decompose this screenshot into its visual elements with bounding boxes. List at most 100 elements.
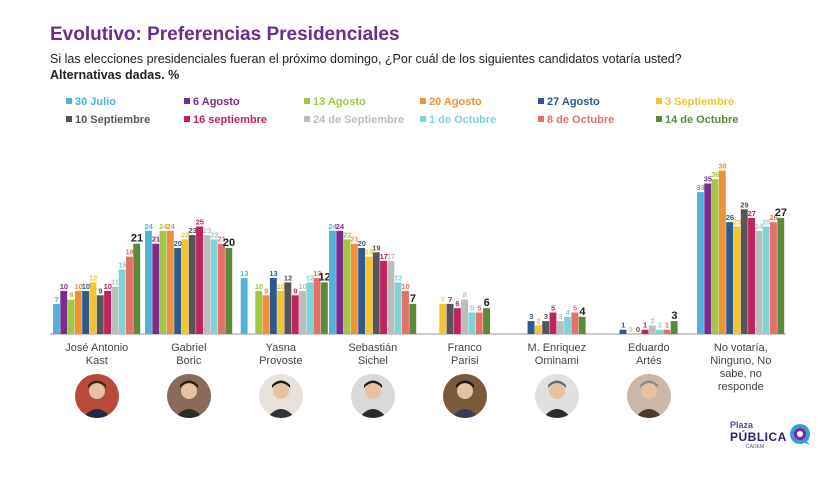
category-label-line: responde [718, 381, 764, 393]
category-label-franco-parisi: Franco Parisi [448, 342, 482, 367]
data-label: 22 [343, 230, 351, 239]
data-label: 24 [159, 222, 168, 231]
person-portrait-icon [75, 374, 119, 418]
bar-no-votaria-ninguno-no-sabe-no-responde-10-septiembre [740, 209, 748, 334]
person-portrait-icon [167, 374, 211, 418]
legend-label: 3 Septiembre [665, 96, 735, 108]
legend-label: 1 de Octubre [429, 114, 497, 126]
bar-franco-parisi-10-septiembre [446, 303, 454, 334]
bar-jose-antonio-kast-27-agosto [82, 291, 90, 334]
bar-franco-parisi-3-septiembre [439, 303, 447, 334]
bar-gabriel-boric-1-de-octubre [210, 239, 218, 334]
data-label: 15 [118, 261, 126, 270]
category-label-line: Ominami [535, 355, 579, 367]
data-label: 10 [299, 282, 307, 291]
bar-yasna-provoste-27-agosto [269, 278, 277, 334]
bar-yasna-provoste-16-septiembre [291, 295, 299, 334]
bar-yasna-provoste-14-de-octubre [320, 282, 328, 334]
bar-no-votaria-ninguno-no-sabe-no-responde-3-septiembre [733, 226, 741, 334]
category-label-sebastian-sichel: Sebastián Sichel [348, 342, 397, 367]
data-label: 13 [269, 269, 277, 278]
data-label: 10 [401, 282, 409, 291]
bar-m-enriquez-ominami-16-septiembre [549, 312, 557, 334]
data-label: 0 [636, 325, 640, 334]
bar-jose-antonio-kast-20-agosto [74, 291, 82, 334]
legend-item-24-de-septiembre: 24 de Septiembre [304, 114, 404, 126]
bar-m-enriquez-ominami-10-septiembre [542, 321, 550, 334]
data-label: 10 [74, 282, 82, 291]
data-label: 29 [740, 200, 748, 209]
data-label: 24 [328, 222, 337, 231]
legend-swatch [304, 98, 310, 105]
data-label: 36 [711, 170, 719, 179]
data-label: 7 [410, 293, 416, 305]
data-label: 13 [313, 269, 321, 278]
category-label-line: Sichel [358, 355, 388, 367]
category-label-gabriel-boric: Gabriel Boric [171, 342, 206, 367]
bar-yasna-provoste-13-agosto [255, 291, 263, 334]
question-note: Alternativas dadas. % [50, 68, 180, 82]
bar-eduardo-artes-14-de-octubre [670, 321, 678, 334]
bar-franco-parisi-1-de-octubre [468, 312, 476, 334]
data-label: 20 [223, 237, 235, 249]
bar-eduardo-artes-16-septiembre [641, 329, 649, 334]
bar-eduardo-artes-8-de-octubre [663, 329, 671, 334]
bar-franco-parisi-24-de-septiembre [461, 299, 468, 334]
legend-label: 24 de Septiembre [313, 114, 405, 126]
data-label: 18 [126, 248, 134, 257]
legend-item-6-agosto: 6 Agosto [184, 96, 240, 108]
bar-yasna-provoste-3-septiembre [277, 291, 284, 334]
person-portrait-icon [627, 374, 671, 418]
legend-item-30-julio: 30 Julio [66, 96, 116, 108]
category-label-line: Ninguno, No [710, 355, 771, 367]
bar-gabriel-boric-10-septiembre [188, 235, 196, 334]
legend-label: 16 septiembre [193, 114, 267, 126]
bar-jose-antonio-kast-24-de-septiembre [111, 286, 119, 334]
data-label: 9 [98, 286, 102, 295]
data-label: 5 [551, 304, 555, 313]
bar-sebastian-sichel-20-agosto [350, 243, 358, 334]
bar-m-enriquez-ominami-1-de-octubre [564, 316, 571, 334]
person-portrait-icon [259, 374, 303, 418]
category-label-jose-antonio-kast: José Antonio Kast [65, 342, 128, 367]
legend-label: 30 Julio [75, 96, 116, 108]
bar-jose-antonio-kast-10-septiembre [96, 295, 104, 334]
bar-sebastian-sichel-24-de-septiembre [387, 260, 395, 334]
category-label-line: M. Enriquez [527, 342, 586, 354]
data-label: 4 [566, 308, 571, 317]
category-label-eduardo-artes: Eduardo Artés [628, 342, 670, 367]
brand-top-text: Plaza [730, 420, 754, 430]
category-label-line: Parisi [451, 355, 479, 367]
data-label: 7 [55, 295, 59, 304]
brand-logo: Plaza PÚBLICA CADEM [730, 420, 812, 454]
page-title: Evolutivo: Preferencias Presidenciales [50, 24, 400, 45]
bar-sebastian-sichel-1-de-octubre [394, 282, 402, 334]
category-label-yasna-provoste: Yasna Provoste [259, 342, 302, 367]
speech-bubble-icon [790, 424, 810, 445]
data-label: 19 [372, 243, 380, 252]
legend-label: 13 Agosto [313, 96, 366, 108]
bar-sebastian-sichel-3-septiembre [365, 256, 373, 334]
bar-gabriel-boric-24-de-septiembre [203, 235, 211, 334]
data-label: 21 [350, 235, 358, 244]
data-label: 9 [264, 286, 268, 295]
category-label-line: Yasna [266, 342, 297, 354]
bar-sebastian-sichel-30-julio [329, 230, 336, 334]
bar-gabriel-boric-6-agosto [152, 243, 160, 334]
legend-item-16-septiembre: 16 septiembre [184, 114, 267, 126]
data-label: 24 [336, 222, 345, 231]
bar-no-votaria-ninguno-no-sabe-no-responde-24-de-septiembre [755, 230, 763, 334]
category-label-m-enriquez-ominami: M. Enriquez Ominami [527, 342, 586, 367]
data-label: 25 [196, 218, 204, 227]
data-label: 12 [306, 273, 314, 282]
data-label: 1 [665, 321, 669, 330]
bar-franco-parisi-14-de-octubre [483, 308, 490, 334]
data-label: 12 [284, 273, 292, 282]
data-label: 27 [775, 207, 787, 219]
legend-item-3-septiembre: 3 Septiembre [656, 96, 734, 108]
bar-gabriel-boric-13-agosto [159, 230, 167, 334]
candidate-photo-franco-parisi [443, 374, 487, 418]
bar-no-votaria-ninguno-no-sabe-no-responde-14-de-octubre [777, 217, 785, 334]
legend-swatch [184, 98, 190, 105]
legend-swatch [656, 116, 662, 123]
